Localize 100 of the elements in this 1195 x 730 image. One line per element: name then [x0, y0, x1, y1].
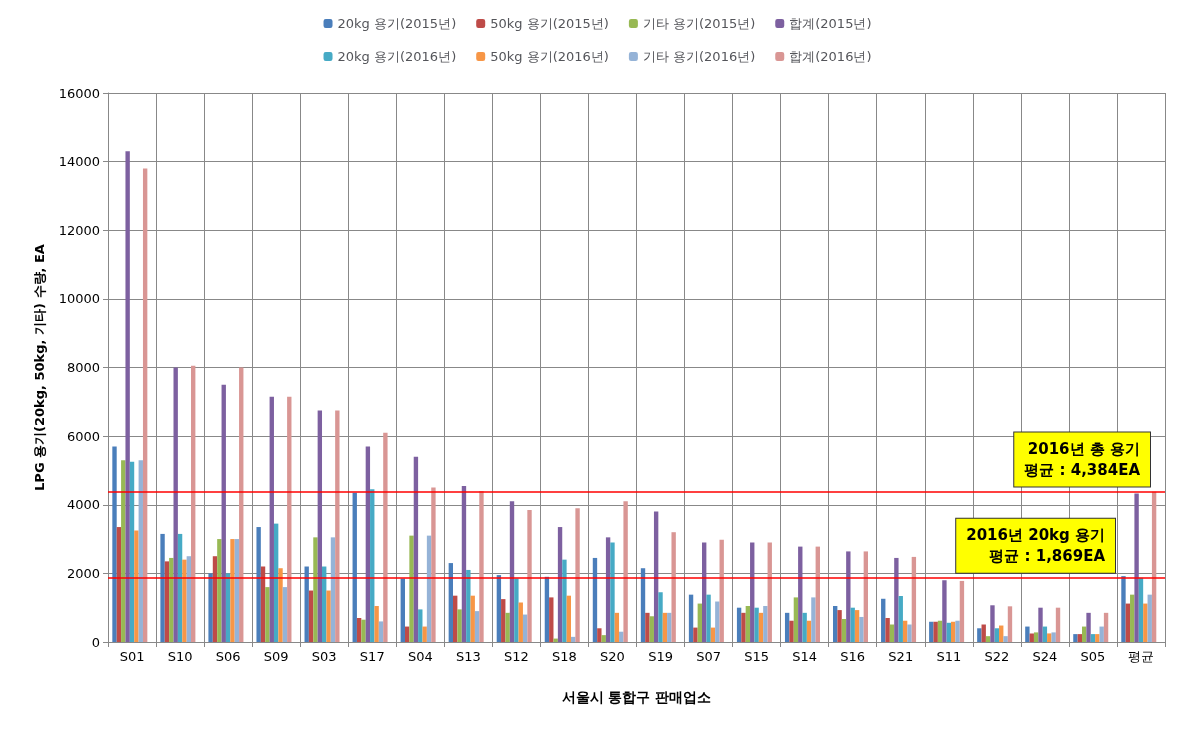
- bar: [902, 620, 908, 642]
- bar: [929, 621, 934, 642]
- ref-line-label: 2016년 총 용기 평균 : 4,384EA: [1024, 440, 1141, 480]
- bar: [234, 539, 240, 642]
- bar: [1077, 634, 1082, 642]
- bar: [671, 532, 676, 642]
- bar: [125, 151, 130, 642]
- bar: [702, 542, 707, 642]
- bar: [239, 367, 244, 642]
- bar: [287, 396, 292, 642]
- bar: [854, 610, 860, 642]
- x-tick-label: S24: [1032, 649, 1058, 664]
- legend-label: 기타 용기(2016년): [642, 49, 756, 64]
- bar: [784, 612, 790, 642]
- bar: [955, 620, 960, 642]
- bar: [1051, 632, 1056, 642]
- bar: [549, 597, 554, 642]
- bar: [605, 537, 611, 642]
- bar: [994, 628, 1000, 642]
- bar: [134, 530, 139, 642]
- legend-label: 기타 용기(2015년): [642, 16, 756, 31]
- bar: [697, 603, 702, 642]
- bar: [1073, 634, 1078, 642]
- x-tick-label: S06: [215, 649, 241, 664]
- bar: [457, 609, 462, 642]
- bar: [1138, 577, 1144, 642]
- bar: [479, 491, 484, 642]
- bar: [667, 612, 672, 642]
- bar: [610, 542, 615, 642]
- bar: [505, 612, 510, 642]
- bar: [1025, 626, 1030, 642]
- bar: [793, 597, 799, 642]
- bar: [1029, 633, 1034, 642]
- bar: [282, 587, 288, 642]
- bar: [326, 590, 331, 642]
- bar: [736, 607, 742, 642]
- y-tick-label: 0: [91, 634, 100, 650]
- legend-label: 합계(2015년): [789, 16, 872, 31]
- bar: [509, 501, 515, 642]
- bar: [933, 621, 938, 642]
- bar: [1121, 576, 1126, 642]
- x-tick-label: 평균: [1127, 649, 1154, 664]
- bar: [645, 612, 650, 642]
- bar: [754, 607, 759, 642]
- bar: [1130, 594, 1135, 642]
- bar: [177, 533, 183, 642]
- bar: [330, 537, 336, 642]
- x-tick-label: S13: [455, 649, 481, 664]
- bar: [863, 551, 869, 642]
- bar: [907, 624, 912, 642]
- bar: [688, 594, 694, 642]
- bar: [750, 542, 755, 642]
- bar: [859, 616, 864, 642]
- bar: [833, 605, 838, 642]
- bar: [164, 561, 170, 642]
- bar: [885, 617, 890, 642]
- bar: [208, 573, 213, 642]
- bar: [269, 396, 274, 642]
- bar: [356, 617, 362, 642]
- bar: [745, 605, 751, 642]
- bar: [466, 569, 471, 642]
- bar: [1086, 612, 1091, 642]
- bar: [1143, 603, 1148, 642]
- bar: [706, 594, 711, 642]
- bar: [841, 619, 847, 642]
- bar: [811, 597, 816, 642]
- bar: [335, 410, 340, 642]
- bar: [1038, 607, 1043, 642]
- bar: [116, 527, 122, 642]
- bar: [1103, 612, 1109, 642]
- x-tick-label: S04: [407, 649, 433, 664]
- bar: [846, 551, 851, 642]
- bar: [453, 595, 458, 642]
- bar: [182, 559, 187, 642]
- bar: [313, 537, 318, 642]
- bar: [557, 527, 563, 642]
- bar: [881, 598, 886, 642]
- bar: [522, 614, 528, 642]
- bar: [959, 580, 965, 642]
- bar: [553, 638, 558, 642]
- x-tick-label: S07: [696, 649, 721, 664]
- bar: [837, 610, 842, 642]
- bar: [160, 533, 165, 642]
- bar: [173, 367, 178, 642]
- bar: [352, 492, 357, 642]
- y-tick-label: 4000: [66, 497, 100, 513]
- bar: [597, 628, 602, 642]
- bar: [400, 578, 405, 642]
- bar: [191, 365, 196, 642]
- y-tick-label: 2000: [66, 565, 100, 581]
- bar: [789, 620, 794, 642]
- bar: [169, 557, 174, 642]
- bar: [937, 620, 943, 642]
- bar: [767, 542, 772, 642]
- bar: [1055, 607, 1061, 642]
- x-tick-label: S17: [359, 649, 385, 664]
- bar: [217, 539, 222, 642]
- bar: [1047, 633, 1052, 642]
- x-axis-title: 서울시 통합구 판매업소: [561, 689, 712, 705]
- bar: [758, 612, 764, 642]
